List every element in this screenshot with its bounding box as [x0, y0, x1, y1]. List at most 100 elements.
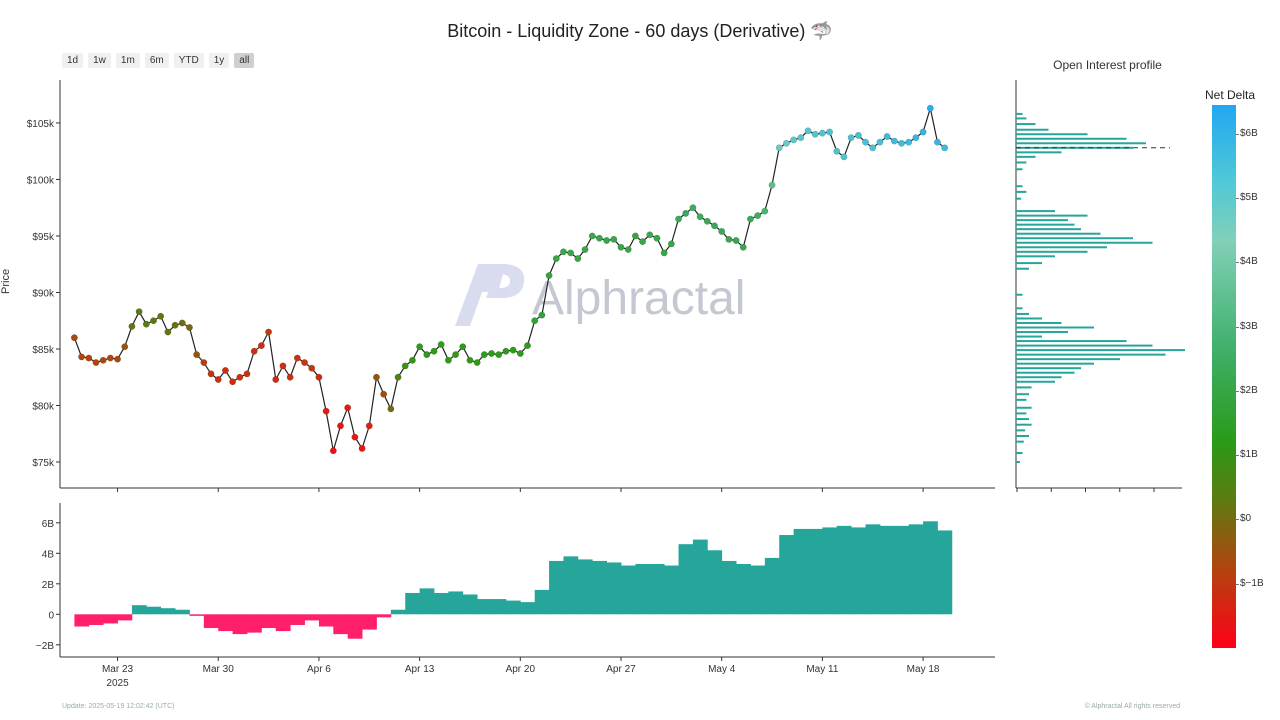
price-point: [552, 255, 560, 263]
price-point: [775, 144, 783, 152]
price-point: [293, 354, 301, 362]
oi-bar: [1016, 142, 1146, 145]
net-delta-bar: [563, 556, 579, 615]
price-y-tick-label: $95k: [32, 232, 55, 243]
price-point: [351, 433, 359, 441]
price-point: [711, 222, 718, 230]
oi-bar: [1016, 335, 1042, 338]
price-point: [617, 243, 625, 251]
net-delta-bar: [707, 550, 723, 615]
price-point: [99, 356, 107, 364]
net-delta-bar: [793, 528, 809, 615]
price-point: [473, 359, 481, 366]
oi-bar: [1016, 112, 1023, 115]
net-delta-bar: [232, 614, 248, 635]
price-point: [610, 235, 618, 243]
delta-y-tick-label: 6B: [42, 519, 55, 530]
range-button-1d[interactable]: 1d: [62, 53, 84, 68]
range-button-all[interactable]: all: [234, 53, 255, 68]
price-point: [646, 231, 654, 239]
net-delta-bar: [218, 614, 234, 632]
price-point: [660, 249, 668, 257]
price-point: [408, 356, 416, 364]
price-point: [150, 317, 157, 325]
price-point: [574, 255, 582, 263]
delta-y-ticks: 6B 4B 2B 0 −2B: [36, 519, 60, 652]
oi-bar: [1016, 367, 1081, 370]
net-delta-bar: [390, 609, 406, 615]
x-tick-label: Mar 30: [203, 664, 235, 675]
price-point: [416, 343, 424, 351]
oi-bar: [1016, 232, 1101, 235]
net-delta-bar: [879, 525, 895, 615]
oi-bar: [1016, 133, 1088, 136]
price-point: [854, 131, 862, 139]
price-point: [754, 212, 762, 220]
oi-bar: [1016, 326, 1094, 329]
net-delta-bar: [189, 614, 205, 616]
range-button-1y[interactable]: 1y: [208, 53, 230, 68]
x-tick-label: Apr 20: [506, 664, 536, 675]
net-delta-bar: [74, 614, 90, 627]
oi-bar: [1016, 331, 1068, 334]
net-delta-bar: [275, 614, 291, 632]
oi-bar: [1016, 185, 1023, 188]
update-timestamp: Update: 2025-05-19 12:02:42 (UTC): [62, 703, 175, 710]
net-delta-bar: [621, 565, 636, 615]
range-button-1w[interactable]: 1w: [88, 53, 111, 68]
price-y-tick-label: $80k: [32, 401, 55, 412]
oi-bar: [1016, 423, 1032, 426]
price-point: [121, 343, 129, 351]
price-point: [624, 246, 632, 253]
price-point: [200, 359, 208, 366]
range-button-6m[interactable]: 6m: [144, 53, 169, 68]
price-point: [919, 128, 927, 136]
price-point: [732, 237, 740, 244]
net-delta-bar: [304, 614, 320, 621]
x-tick-label: May 11: [806, 664, 838, 675]
oi-bar: [1016, 262, 1042, 265]
oi-bar: [1016, 241, 1153, 244]
oi-bar: [1016, 123, 1036, 126]
price-point: [890, 137, 898, 145]
price-point: [135, 308, 143, 316]
price-point: [502, 347, 510, 355]
oi-bar: [1016, 223, 1075, 226]
oi-bar: [1016, 228, 1081, 231]
range-button-ytd[interactable]: YTD: [173, 53, 204, 68]
price-point: [157, 312, 165, 320]
price-point: [840, 153, 848, 161]
price-point: [329, 447, 337, 455]
colorbar-tick-mark: [1236, 519, 1239, 521]
net-delta-bar: [577, 559, 593, 615]
price-point: [804, 127, 812, 135]
price-point: [905, 138, 913, 146]
net-delta-bar: [635, 563, 651, 615]
price-point: [423, 351, 431, 359]
oi-bar: [1016, 255, 1055, 258]
price-point: [337, 422, 344, 430]
price-point: [164, 328, 172, 336]
delta-y-tick-label: −2B: [36, 641, 54, 652]
net-delta-bar: [160, 608, 176, 615]
net-delta-bar: [520, 602, 536, 615]
net-delta-bar: [923, 521, 938, 615]
range-button-1m[interactable]: 1m: [115, 53, 140, 68]
x-tick-label: Mar 23: [102, 664, 134, 675]
net-delta-bar: [146, 606, 162, 615]
net-delta-bar: [664, 565, 679, 615]
net-delta-bar: [592, 560, 608, 615]
oi-bar: [1016, 246, 1107, 249]
price-point: [78, 353, 86, 361]
oi-bar: [1016, 412, 1027, 415]
oi-bar: [1016, 307, 1023, 310]
net-delta-bar: [419, 588, 435, 615]
price-point: [667, 240, 675, 248]
price-point: [437, 341, 445, 348]
price-point: [178, 319, 186, 327]
price-point: [495, 351, 503, 359]
oi-bar: [1016, 161, 1027, 164]
x-tick-label: Apr 6: [307, 664, 331, 675]
net-delta-bar: [290, 614, 305, 625]
price-point: [106, 354, 114, 362]
